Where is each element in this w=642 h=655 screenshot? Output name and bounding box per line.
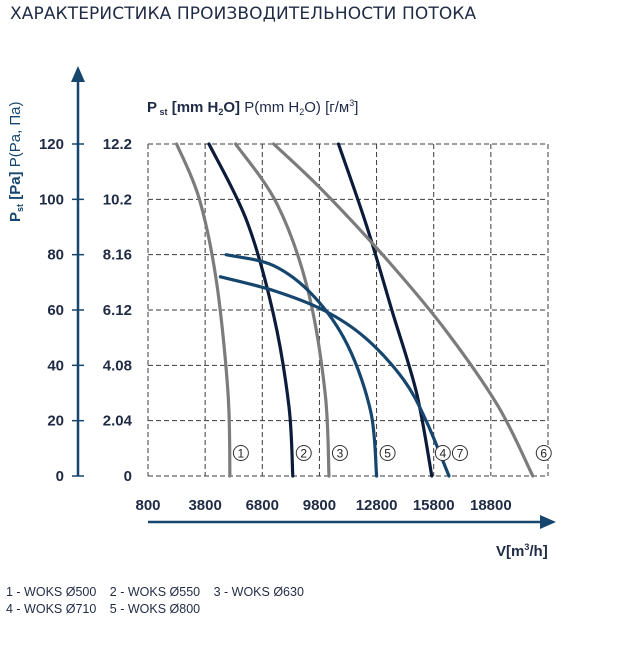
legend-item-5: 5 - WOKS Ø800 <box>109 602 201 616</box>
x-tick-label: 6800 <box>246 497 279 514</box>
curve-marker-label-2: 2 <box>300 447 307 461</box>
curve-marker-5 <box>379 445 396 461</box>
y2-tick-label: 4.08 <box>103 357 132 374</box>
legend-item-4: 4 - WOKS Ø710 <box>6 602 97 616</box>
curve-marker-3 <box>331 445 348 461</box>
series-curve-6 <box>272 142 535 478</box>
y2-tick-label: 12.2 <box>103 136 132 153</box>
y2-tick-label: 8.16 <box>103 247 132 264</box>
y-tick-label: 60 <box>47 302 64 319</box>
legend-item-3: 3 - WOKS Ø630 <box>213 585 304 599</box>
series-curve-1 <box>175 142 232 478</box>
y2-tick-label: 0 <box>124 468 132 485</box>
legend-row-2: 4 - WOKS Ø710 5 - WOKS Ø800 <box>6 602 210 616</box>
y2-axis-label: P st [mm H2O] P(mm H2O) [г/м3] <box>147 98 358 117</box>
x-axis-arrow <box>540 515 556 529</box>
labels: 1 2 3 4 5 6 7 0 20 40 60 80 100 120 2.04 4.08 6.12 8.16 10… <box>7 98 552 560</box>
axes <box>71 66 556 529</box>
legend-item-2: 2 - WOKS Ø550 <box>109 585 201 599</box>
curve-marker-label-5: 5 <box>384 447 391 461</box>
series-curve-3 <box>234 142 331 478</box>
curve-marker-1 <box>232 445 249 461</box>
y-tick-label: 100 <box>39 191 64 208</box>
curve-marker-label-1: 1 <box>238 447 245 461</box>
y2-tick-label: 6.12 <box>103 302 132 319</box>
grid <box>147 143 549 477</box>
x-tick-label: 3800 <box>188 497 221 514</box>
page-title: ХАРАКТЕРИСТИКА ПРОИЗВОДИТЕЛЬНОСТИ ПОТОКА <box>10 4 477 24</box>
y2-tick-label: 10.2 <box>103 191 132 208</box>
y-tick-label: 20 <box>47 413 64 430</box>
x-tick-label: 9800 <box>303 497 336 514</box>
curve-marker-7 <box>451 445 468 461</box>
x-tick-label: 15800 <box>413 497 455 514</box>
curve-marker-label-3: 3 <box>337 447 344 461</box>
series-layer <box>175 142 535 478</box>
series-curve-7 <box>218 275 451 478</box>
y-tick-label: 120 <box>39 136 64 153</box>
curve-marker-label-4: 4 <box>439 447 446 461</box>
curve-marker-2 <box>295 445 312 461</box>
y-tick-label: 40 <box>47 357 64 374</box>
series-curve-2 <box>207 142 295 478</box>
legend-item-1: 1 - WOKS Ø500 <box>6 585 97 599</box>
y-axis-label: Pst [Pa] P(Pa, Па) <box>7 101 25 222</box>
y-tick-label: 80 <box>47 247 64 264</box>
x-tick-label: 18800 <box>470 497 512 514</box>
curve-marker-4 <box>434 445 451 461</box>
series-curve-5 <box>224 253 379 478</box>
curve-marker-label-6: 6 <box>540 447 547 461</box>
performance-chart: 1 2 3 4 5 6 7 0 20 40 60 80 100 120 2.04 4.08 6.12 8.16 10… <box>7 66 556 560</box>
series-curve-4 <box>336 142 434 478</box>
curve-marker-label-7: 7 <box>457 447 464 461</box>
y2-tick-label: 2.04 <box>103 413 133 430</box>
y-axis-arrow <box>71 66 85 82</box>
y-tick-label: 0 <box>56 468 64 485</box>
x-tick-label: 800 <box>135 497 160 514</box>
curve-marker-6 <box>535 445 552 461</box>
legend-row-1: 1 - WOKS Ø500 2 - WOKS Ø550 3 - WOKS Ø63… <box>6 585 314 599</box>
x-axis-label: V[m3/h] <box>496 542 548 560</box>
x-tick-label: 12800 <box>356 497 398 514</box>
